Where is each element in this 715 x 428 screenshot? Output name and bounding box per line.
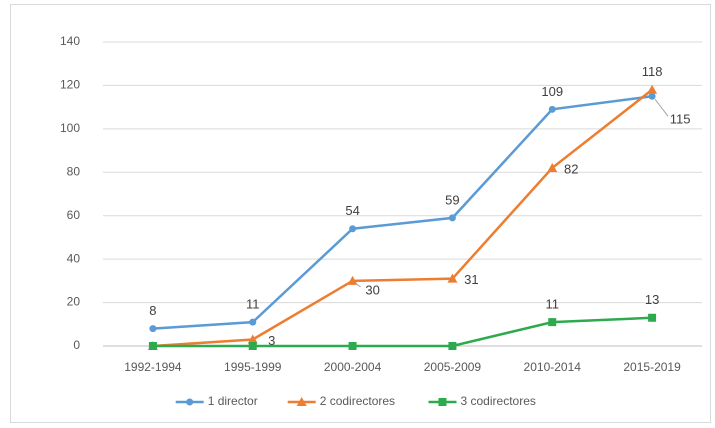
marker	[548, 318, 557, 327]
marker	[448, 214, 456, 222]
marker	[149, 325, 157, 333]
marker	[647, 84, 658, 94]
marker	[448, 342, 457, 350]
data-label: 11	[246, 297, 260, 312]
x-tick-label: 2000-2004	[324, 360, 382, 374]
y-tick-label: 100	[60, 121, 80, 135]
series: 11 13	[148, 292, 659, 350]
data-label: 30	[365, 282, 379, 297]
marker	[347, 275, 358, 285]
x-tick-label: 2010-2014	[524, 360, 582, 374]
data-label: 8	[149, 303, 156, 318]
data-label: 31	[464, 272, 478, 287]
marker	[248, 342, 257, 350]
data-label: 82	[564, 161, 578, 176]
series: 8 11 54 59 109 115	[149, 84, 691, 333]
data-label: 59	[445, 192, 459, 207]
data-label: 115	[670, 112, 691, 127]
y-tick-label: 140	[60, 34, 80, 48]
line	[152, 95, 653, 330]
marker	[348, 342, 357, 350]
x-tick-label: 1995-1999	[224, 360, 282, 374]
legend-label: 3 codirectores	[461, 394, 536, 408]
marker	[447, 273, 458, 283]
data-label: 118	[642, 64, 663, 79]
marker	[349, 225, 357, 233]
leader-line	[654, 98, 669, 117]
marker	[247, 334, 258, 344]
marker	[438, 398, 447, 406]
y-tick-label: 0	[73, 338, 80, 352]
marker	[548, 105, 556, 113]
marker	[648, 92, 656, 100]
marker	[296, 397, 307, 406]
data-label: 11	[546, 297, 560, 312]
x-tick-label: 2005-2009	[424, 360, 482, 374]
marker	[648, 313, 657, 322]
line	[152, 316, 653, 348]
data-label: 54	[345, 203, 359, 218]
data-label: 109	[541, 84, 563, 99]
x-tick-label: 2015-2019	[623, 360, 681, 374]
legend-label: 2 codirectores	[320, 394, 395, 408]
y-tick-label: 60	[67, 208, 81, 222]
data-label: 13	[645, 292, 659, 307]
line	[152, 88, 653, 348]
marker	[547, 162, 558, 172]
y-tick-label: 120	[60, 78, 80, 92]
y-tick-label: 40	[67, 251, 81, 265]
legend-label: 1 director	[208, 394, 258, 408]
marker	[186, 398, 194, 406]
marker	[249, 318, 257, 326]
marker	[148, 342, 157, 350]
y-tick-label: 20	[67, 295, 81, 309]
chart-border	[10, 4, 711, 423]
y-tick-label: 80	[67, 164, 81, 178]
x-tick-label: 1992-1994	[124, 360, 182, 374]
data-label: 3	[268, 333, 275, 348]
leader-line	[355, 283, 361, 288]
